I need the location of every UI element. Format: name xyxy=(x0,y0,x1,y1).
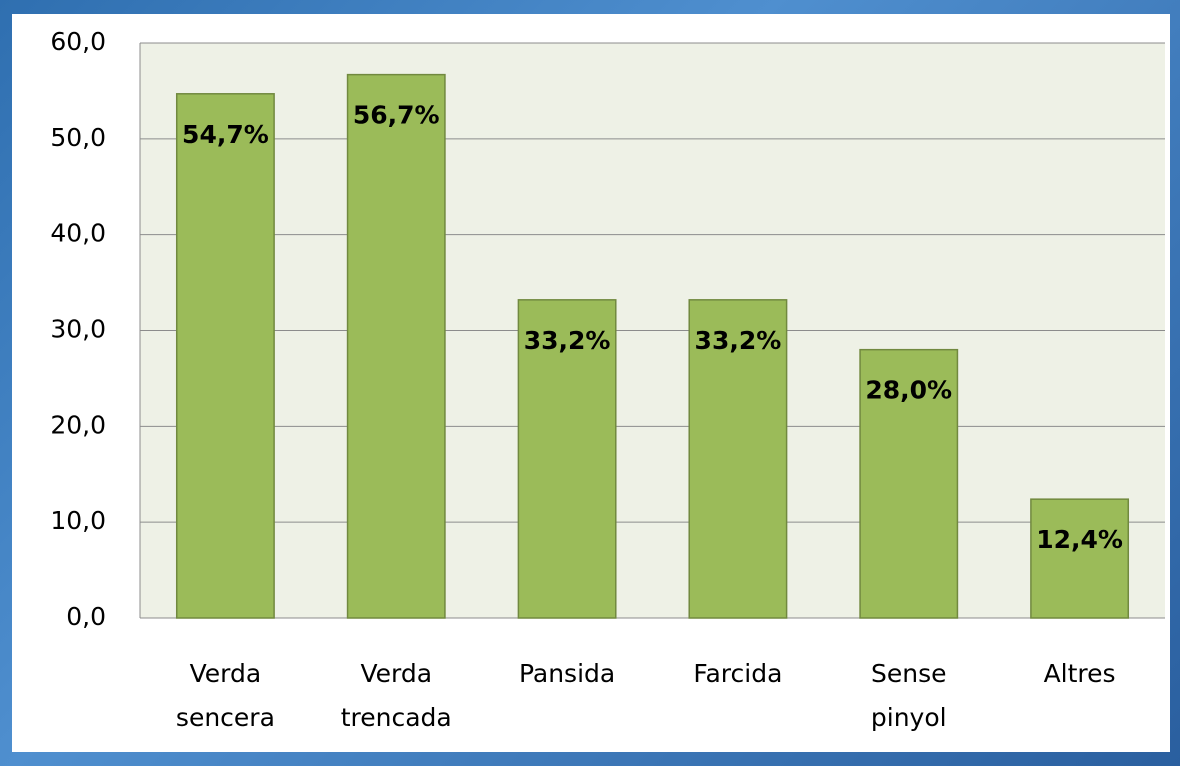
bar xyxy=(517,299,617,619)
bar xyxy=(859,348,959,619)
y-tick-label: 60,0 xyxy=(50,27,106,56)
y-tick-label: 0,0 xyxy=(66,602,106,631)
data-label: 33,2% xyxy=(695,326,782,355)
data-label: 56,7% xyxy=(353,101,440,130)
data-label: 33,2% xyxy=(524,326,611,355)
x-tick-label-line: sencera xyxy=(176,703,275,732)
x-tick-label: Sense pinyol xyxy=(871,659,947,732)
x-tick-label: Verda sencera xyxy=(176,659,275,732)
x-tick-label-line: Farcida xyxy=(693,659,782,688)
data-label: 12,4% xyxy=(1036,525,1123,554)
y-tick-label: 10,0 xyxy=(50,506,106,535)
bar xyxy=(1030,498,1130,619)
x-tick-label-line: Pansida xyxy=(519,659,615,688)
x-tick-label-line: Sense xyxy=(871,659,947,688)
y-tick-label: 50,0 xyxy=(50,123,106,152)
y-tick-label: 20,0 xyxy=(50,410,106,439)
bar xyxy=(688,299,788,619)
data-label: 54,7% xyxy=(182,120,269,149)
x-tick-label: Farcida xyxy=(693,659,782,688)
x-tick-label-line: trencada xyxy=(341,703,452,732)
bar xyxy=(175,93,275,619)
x-tick-label: Altres xyxy=(1044,659,1116,688)
y-tick-label: 30,0 xyxy=(50,315,106,344)
x-tick-label: Pansida xyxy=(519,659,615,688)
data-label: 28,0% xyxy=(865,376,952,405)
x-tick-label-line: Altres xyxy=(1044,659,1116,688)
x-tick-label-line: pinyol xyxy=(871,703,947,732)
x-tick-label-line: Verda xyxy=(360,659,432,688)
x-tick-label-line: Verda xyxy=(190,659,262,688)
y-tick-label: 40,0 xyxy=(50,219,106,248)
x-tick-label: Verda trencada xyxy=(341,659,452,732)
bar xyxy=(346,73,446,619)
